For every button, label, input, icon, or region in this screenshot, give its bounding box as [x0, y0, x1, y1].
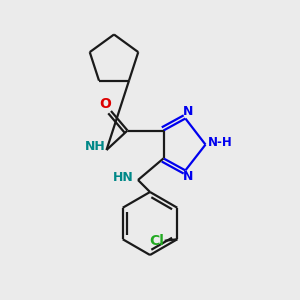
Text: N: N	[183, 105, 193, 119]
Text: N: N	[183, 170, 193, 184]
Text: O: O	[100, 98, 112, 111]
Text: HN: HN	[113, 171, 134, 184]
Text: N-H: N-H	[208, 136, 233, 149]
Text: NH: NH	[85, 140, 106, 154]
Text: Cl: Cl	[149, 234, 164, 248]
